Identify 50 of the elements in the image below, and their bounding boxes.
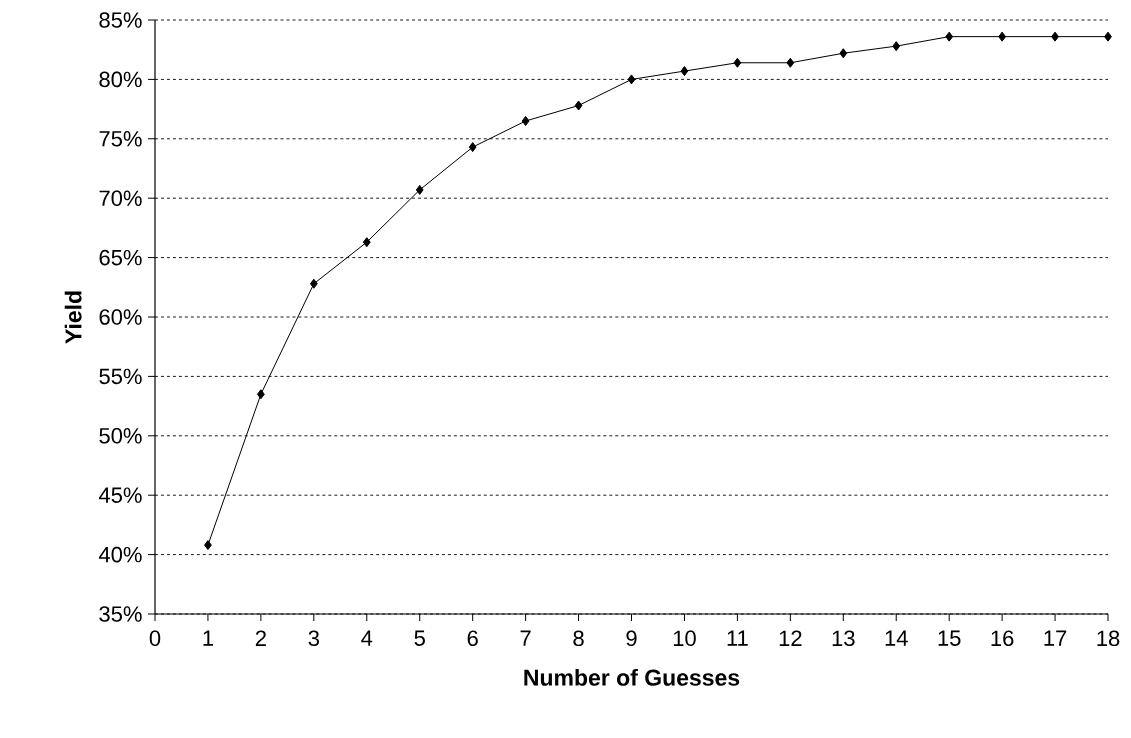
x-tick-label: 12 [779, 630, 802, 646]
point [892, 41, 901, 52]
point [998, 31, 1006, 42]
x-axis-title: Number of Guesses [524, 668, 740, 686]
y-tick-label: 85% [99, 12, 142, 28]
point [362, 237, 371, 248]
point [468, 142, 477, 153]
y-tick-label: 35% [99, 606, 142, 622]
point [1104, 31, 1112, 42]
x-tick-label: 13 [832, 630, 855, 647]
x-tick-label: 2 [255, 630, 266, 646]
x-tick-label: 17 [1044, 630, 1067, 646]
x-tick-label: 15 [938, 630, 961, 646]
y-tick-label: 65% [99, 249, 142, 266]
y-tick-label: 55% [99, 368, 142, 385]
x-tick-label: 18 [1097, 630, 1120, 647]
y-tick-label: 75% [99, 131, 142, 147]
point [627, 74, 636, 85]
x-tick-label: 4 [361, 630, 373, 646]
point [257, 389, 265, 400]
x-tick-label: 8 [573, 630, 584, 647]
x-tick-label: 5 [414, 630, 425, 646]
point [415, 184, 424, 195]
x-tick-label: 11 [727, 630, 748, 646]
x-tick-label: 7 [520, 630, 531, 646]
point [733, 57, 742, 68]
y-tick-label: 70% [99, 190, 142, 206]
x-tick-label: 3 [308, 630, 319, 647]
y-tick-label: 50% [99, 428, 142, 444]
x-tick-label: 0 [149, 630, 161, 647]
x-tick-label: 10 [673, 630, 696, 647]
y-tick-label: 45% [98, 487, 142, 503]
point [1051, 31, 1059, 42]
point [309, 278, 318, 289]
x-tick-label: 16 [991, 630, 1014, 647]
point [945, 31, 954, 42]
x-tick-label: 6 [467, 630, 478, 647]
point [680, 66, 689, 77]
y-axis-title: Yield [64, 291, 82, 344]
x-tick-label: 14 [885, 630, 908, 646]
x-tick-label: 9 [626, 630, 637, 647]
y-tick-label: 80% [99, 71, 142, 88]
y-tick-label: 40% [98, 546, 142, 563]
point [204, 540, 212, 551]
point [574, 100, 583, 111]
y-tick-label: 60% [99, 309, 142, 325]
point [839, 48, 848, 59]
point [786, 57, 795, 68]
point [521, 115, 530, 126]
x-tick-label: 1 [203, 630, 213, 646]
